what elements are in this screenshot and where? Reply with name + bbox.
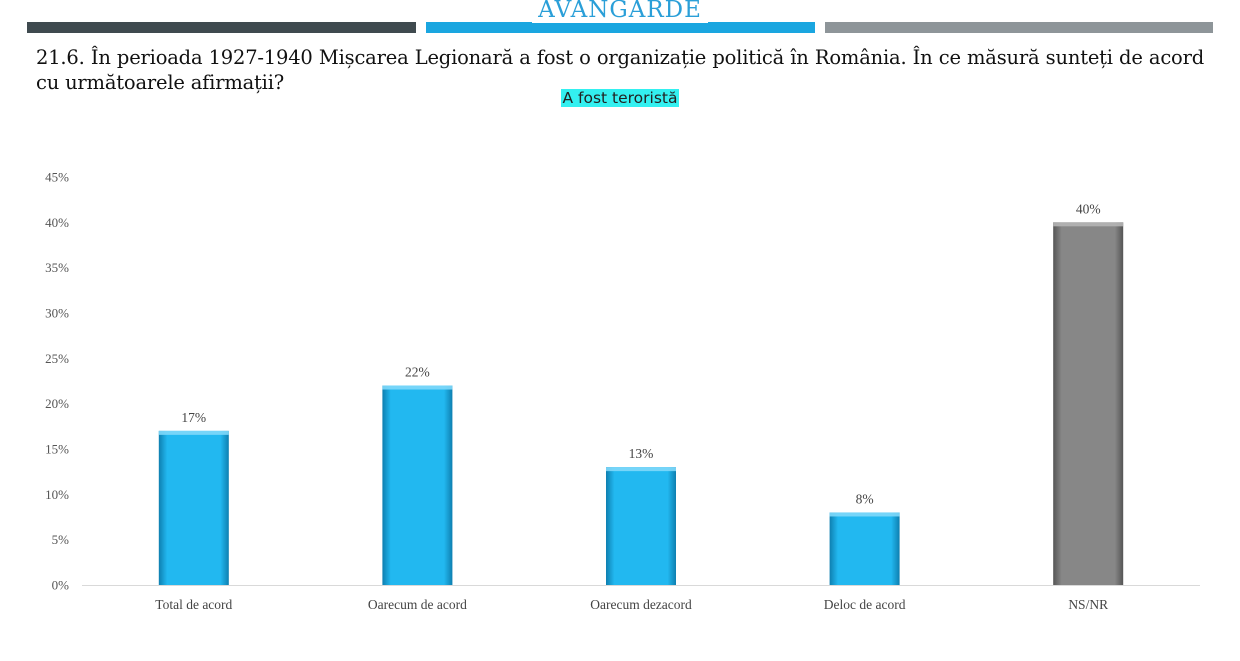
question-text: 21.6. În perioada 1927-1940 Mișcarea Leg…	[36, 46, 1204, 94]
y-tick-label: 45%	[45, 170, 69, 185]
data-label: 40%	[1076, 201, 1101, 216]
y-tick-label: 20%	[45, 396, 69, 411]
y-tick-label: 0%	[52, 578, 70, 593]
bar-top-bevel	[606, 467, 676, 472]
x-tick-label: NS/NR	[1068, 597, 1108, 612]
y-tick-label: 15%	[45, 442, 69, 457]
bar-top-bevel	[1053, 222, 1124, 227]
x-axis: Total de acord Oarecum de acord Oarecum de…	[82, 585, 1200, 612]
bar-group	[382, 385, 453, 585]
bar-group	[1053, 222, 1124, 586]
bar-group	[829, 512, 900, 585]
data-label: 17%	[181, 410, 206, 425]
bar-top-bevel	[158, 430, 229, 435]
bars: 17% 22% 13% 8% 40%	[158, 201, 1124, 586]
bar-group	[158, 430, 229, 585]
bar	[606, 467, 676, 585]
bar-top-bevel	[382, 385, 453, 390]
y-tick-label: 5%	[52, 532, 70, 547]
bar-group	[606, 467, 676, 585]
y-tick-label: 30%	[45, 306, 69, 321]
y-tick-label: 10%	[45, 487, 69, 502]
bar	[829, 512, 900, 585]
bar-top-bevel	[829, 512, 900, 517]
y-tick-label: 40%	[45, 215, 69, 230]
chart-subtitle-label: A fost teroristă	[561, 89, 679, 107]
logo: AVANGARDE	[0, 0, 1240, 23]
data-label: 13%	[629, 446, 654, 461]
x-tick-label: Deloc de acord	[824, 597, 906, 612]
x-tick-label: Total de acord	[155, 597, 232, 612]
logo-text: AVANGARDE	[532, 0, 708, 23]
bar	[382, 385, 453, 585]
header-bar-gray	[825, 22, 1213, 33]
x-tick-label: Oarecum dezacord	[590, 597, 692, 612]
y-axis: 0% 5% 10% 15% 20% 25% 30% 35% 40% 45%	[45, 170, 69, 593]
bar	[158, 430, 229, 585]
bar	[1053, 222, 1124, 586]
x-tick-label: Oarecum de acord	[368, 597, 467, 612]
y-tick-label: 25%	[45, 351, 69, 366]
y-tick-label: 35%	[45, 260, 69, 275]
data-label: 8%	[856, 491, 874, 506]
header-bar-dark	[27, 22, 416, 33]
chart-subtitle: A fost teroristă	[0, 89, 1240, 107]
header-bar-blue	[426, 22, 815, 33]
data-label: 22%	[405, 365, 430, 380]
